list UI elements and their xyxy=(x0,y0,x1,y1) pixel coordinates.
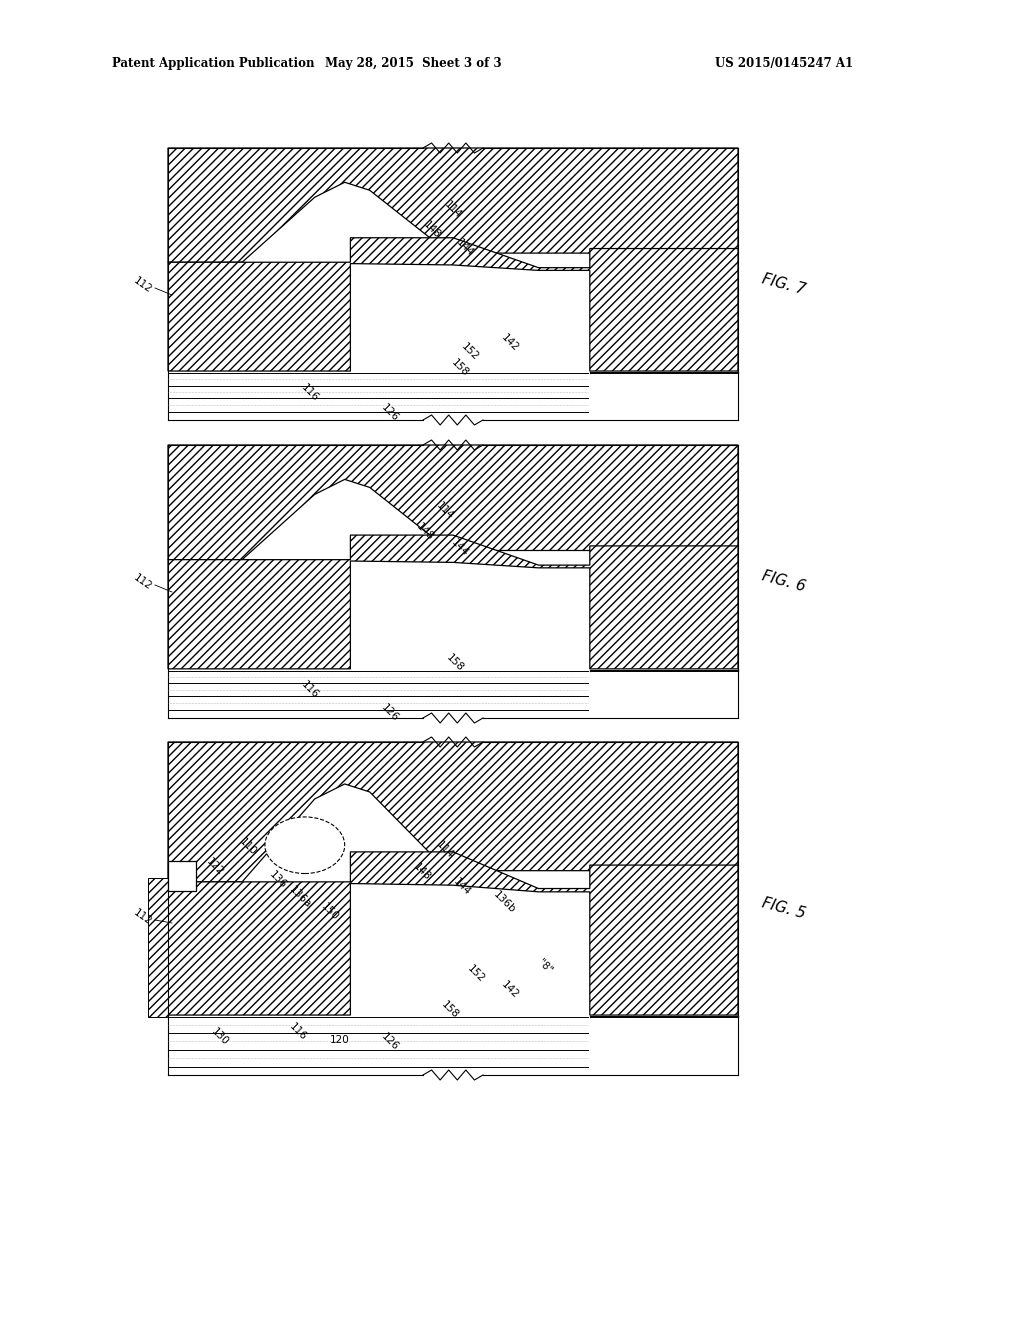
Polygon shape xyxy=(168,535,738,669)
Text: 116: 116 xyxy=(299,383,321,404)
Text: 158: 158 xyxy=(444,652,466,673)
Ellipse shape xyxy=(265,817,345,874)
Text: 158: 158 xyxy=(439,999,461,1020)
Text: 148: 148 xyxy=(412,862,432,883)
Text: 114: 114 xyxy=(442,199,464,220)
Text: 150: 150 xyxy=(319,902,341,923)
Text: 114: 114 xyxy=(434,840,456,861)
Text: 142: 142 xyxy=(500,979,520,1001)
Text: 126: 126 xyxy=(380,1031,400,1052)
Text: 152: 152 xyxy=(466,964,486,985)
Text: FIG. 7: FIG. 7 xyxy=(760,271,807,297)
Polygon shape xyxy=(168,851,738,1015)
Text: 148: 148 xyxy=(422,219,442,240)
Text: 116: 116 xyxy=(299,680,321,701)
Text: 126: 126 xyxy=(380,702,400,723)
Polygon shape xyxy=(148,878,168,1016)
Text: 148: 148 xyxy=(415,521,435,543)
Text: 120: 120 xyxy=(330,1035,350,1045)
Text: 136b: 136b xyxy=(492,890,517,915)
Polygon shape xyxy=(168,238,738,371)
Text: 136a: 136a xyxy=(287,884,312,909)
Text: 112: 112 xyxy=(132,907,154,927)
Text: 144: 144 xyxy=(455,238,475,259)
Text: 122: 122 xyxy=(205,857,225,878)
Text: US 2015/0145247 A1: US 2015/0145247 A1 xyxy=(715,57,853,70)
Text: 158: 158 xyxy=(450,358,471,379)
Text: 144: 144 xyxy=(452,876,472,898)
Text: 144: 144 xyxy=(450,537,471,558)
Polygon shape xyxy=(168,742,738,882)
Text: 130: 130 xyxy=(210,1027,230,1048)
Text: 114: 114 xyxy=(434,500,456,521)
Text: 126: 126 xyxy=(380,403,400,424)
Text: 112: 112 xyxy=(132,572,154,591)
Text: 152: 152 xyxy=(460,342,480,363)
Text: Patent Application Publication: Patent Application Publication xyxy=(112,57,314,70)
Text: 116: 116 xyxy=(288,1022,308,1043)
Text: FIG. 6: FIG. 6 xyxy=(760,569,807,594)
Polygon shape xyxy=(168,445,738,560)
Text: "8": "8" xyxy=(536,958,554,977)
Polygon shape xyxy=(168,861,196,891)
Text: May 28, 2015  Sheet 3 of 3: May 28, 2015 Sheet 3 of 3 xyxy=(325,57,502,70)
Text: 142: 142 xyxy=(500,333,520,354)
Text: 136: 136 xyxy=(267,870,289,891)
Polygon shape xyxy=(168,148,738,263)
Text: 112: 112 xyxy=(132,275,154,294)
Text: FIG. 5: FIG. 5 xyxy=(760,895,807,921)
Text: 110: 110 xyxy=(238,837,258,858)
